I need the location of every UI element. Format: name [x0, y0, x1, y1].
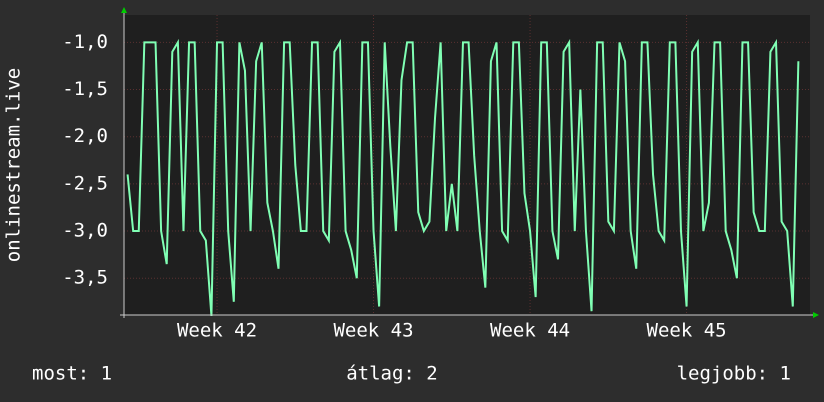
y-axis-arrow: [121, 7, 127, 13]
y-axis-label: onlinestream.live: [3, 68, 25, 262]
stat-average: átlag: 2: [346, 363, 438, 385]
y-tick-label: -1,5: [62, 78, 108, 100]
y-tick-label: -3,0: [62, 220, 108, 242]
data-line: [126, 38, 800, 317]
y-tick-label: -1,0: [62, 31, 108, 53]
x-tick-label: Week 44: [490, 320, 570, 342]
stat-now: most: 1: [32, 363, 112, 385]
y-tick-label: -3,5: [62, 267, 108, 289]
x-tick-label: Week 43: [333, 320, 413, 342]
x-axis-arrow: [813, 312, 819, 318]
plot: [124, 15, 810, 317]
x-tick-label: Week 45: [647, 320, 727, 342]
stat-max: legjobb: 1: [677, 363, 791, 385]
y-tick-label: -2,0: [62, 125, 108, 147]
y-tick-label: -2,5: [62, 172, 108, 194]
x-tick-label: Week 42: [177, 320, 257, 342]
